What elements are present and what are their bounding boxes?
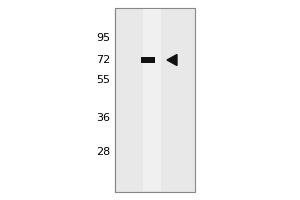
- FancyBboxPatch shape: [143, 9, 161, 191]
- Text: CEM: CEM: [138, 0, 166, 1]
- Text: 95: 95: [96, 33, 110, 43]
- Text: 36: 36: [96, 113, 110, 123]
- FancyBboxPatch shape: [115, 8, 195, 192]
- Polygon shape: [167, 54, 177, 66]
- FancyBboxPatch shape: [141, 57, 155, 63]
- Text: 28: 28: [96, 147, 110, 157]
- Text: 72: 72: [96, 55, 110, 65]
- Text: 55: 55: [96, 75, 110, 85]
